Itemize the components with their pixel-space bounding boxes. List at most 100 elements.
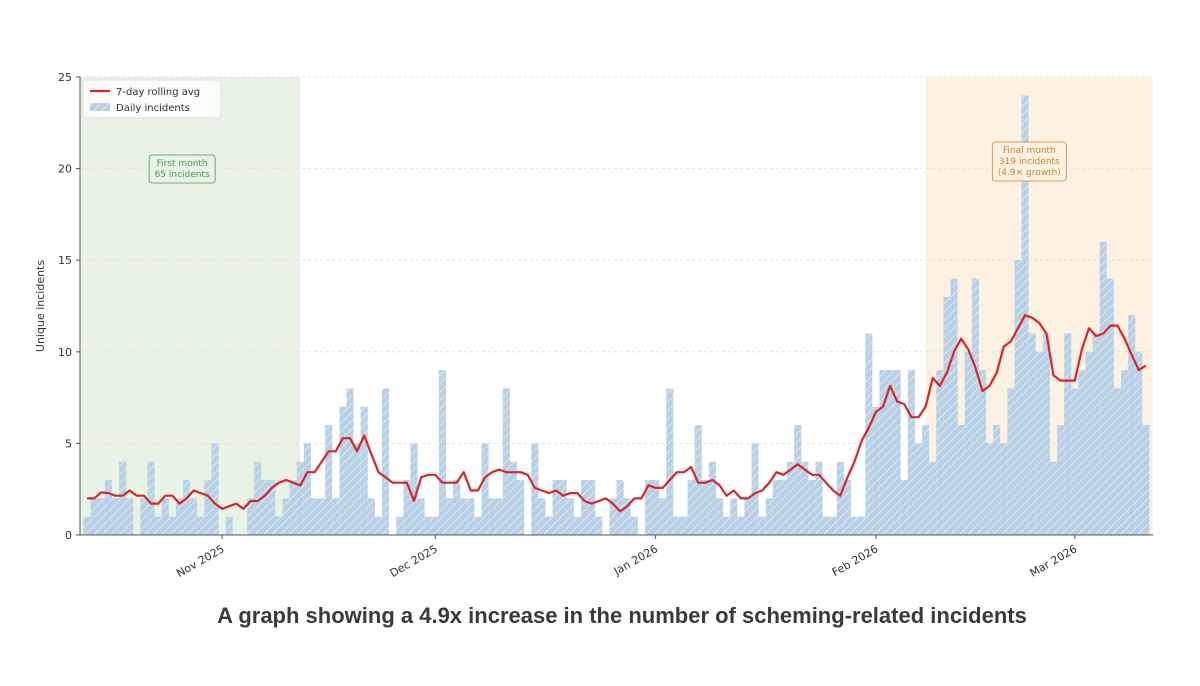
legend-box <box>82 79 222 119</box>
x-tick-label: Feb 2026 <box>830 542 881 579</box>
daily-incident-bar <box>609 498 617 535</box>
daily-incident-bar <box>467 498 475 535</box>
daily-incident-bar <box>630 516 638 535</box>
incident-chart: 0 5 10 15 20 25 Unique incidents Nov 2025 Dec 20… <box>34 71 1153 580</box>
daily-incident-bar <box>858 516 866 535</box>
daily-incident-bar <box>723 516 731 535</box>
x-tick-label: Mar 2026 <box>1028 542 1080 579</box>
daily-incident-bar <box>545 516 553 535</box>
daily-incident-bar <box>971 278 979 535</box>
daily-incident-bar <box>1078 370 1086 535</box>
y-tick-label: 10 <box>58 346 72 359</box>
daily-incident-bar <box>1028 333 1036 535</box>
daily-incident-bar <box>502 388 510 535</box>
daily-incident-bar <box>886 370 894 535</box>
daily-incident-bar <box>1035 351 1043 535</box>
daily-incident-bar <box>900 480 908 535</box>
daily-incident-bar <box>879 370 887 535</box>
daily-incident-bar <box>865 333 873 535</box>
daily-incident-bar <box>318 498 326 535</box>
daily-incident-bar <box>183 480 191 535</box>
x-tick-label: Dec 2025 <box>388 542 440 580</box>
daily-incident-bar <box>147 461 155 535</box>
daily-incident-bar <box>929 461 937 535</box>
daily-incident-bar <box>325 425 333 535</box>
daily-incident-bar <box>1135 351 1143 535</box>
annotation-box <box>991 141 1067 182</box>
daily-incident-bar <box>808 480 816 535</box>
daily-incident-bar <box>673 516 681 535</box>
daily-incident-bar <box>552 480 560 535</box>
daily-incident-bar <box>580 480 589 535</box>
daily-incident-bar <box>787 461 795 535</box>
daily-incident-bar <box>730 498 738 535</box>
y-tick-label: 15 <box>58 254 72 267</box>
daily-incident-bar <box>254 461 262 535</box>
daily-incident-bar <box>978 370 987 535</box>
daily-incident-bar <box>360 406 368 535</box>
daily-incident-bar <box>1071 388 1079 535</box>
daily-incident-bar <box>275 516 283 535</box>
daily-incident-bar <box>588 480 596 535</box>
daily-incident-bar <box>986 443 994 535</box>
daily-incident-bar <box>204 480 212 535</box>
daily-incident-bar <box>346 388 354 535</box>
daily-incident-bar <box>737 516 745 535</box>
daily-incident-bar <box>538 498 546 535</box>
daily-incident-bar <box>403 480 411 535</box>
daily-incident-bar <box>822 516 830 535</box>
daily-incident-bar <box>474 516 482 535</box>
legend-label: 7-day rolling avg <box>116 87 200 98</box>
daily-incident-bar <box>1064 333 1072 535</box>
daily-incident-bar <box>1113 388 1122 535</box>
daily-incident-bar <box>104 480 112 535</box>
daily-incident-bar <box>481 443 489 535</box>
y-tick-label: 20 <box>58 163 72 176</box>
daily-incident-bar <box>1099 241 1107 535</box>
daily-incident-bar <box>296 461 304 535</box>
daily-incident-bar <box>83 516 91 535</box>
daily-incident-bar <box>616 480 624 535</box>
daily-incident-bar <box>829 516 837 535</box>
daily-incident-bar <box>765 498 773 535</box>
daily-incident-bar <box>374 516 383 535</box>
daily-incident-bar <box>1042 333 1050 535</box>
x-tick-label: Jan 2026 <box>611 542 660 578</box>
daily-incident-bar <box>566 498 574 535</box>
daily-incident-bar <box>659 498 667 535</box>
daily-incident-bar <box>893 370 901 535</box>
daily-incident-bar <box>438 370 446 535</box>
daily-incident-bar <box>701 480 709 535</box>
daily-incident-bar <box>1057 425 1065 535</box>
daily-incident-bar <box>993 425 1001 535</box>
daily-incident-bar <box>1085 351 1093 535</box>
daily-incident-bar <box>1142 425 1150 535</box>
daily-incident-bar <box>680 516 688 535</box>
daily-incident-bar <box>424 516 432 535</box>
daily-incident-bar <box>197 516 205 535</box>
chart-caption: A graph showing a 4.9x increase in the n… <box>217 603 1027 628</box>
daily-incident-bar <box>922 425 930 535</box>
y-axis-label: Unique incidents <box>34 260 47 352</box>
y-tick-label: 5 <box>65 437 72 450</box>
daily-incident-bar <box>666 388 674 535</box>
daily-incident-bar <box>495 498 503 535</box>
daily-incident-bar <box>801 461 809 535</box>
daily-incident-bar <box>303 443 311 535</box>
daily-incident-bar <box>161 498 169 535</box>
daily-incident-bar <box>190 498 198 535</box>
daily-incident-bar <box>431 516 439 535</box>
y-tick-label: 25 <box>58 71 72 84</box>
daily-incident-bar <box>950 278 958 535</box>
daily-incident-bar <box>453 480 461 535</box>
daily-incident-bar <box>140 498 148 535</box>
annotation-text: First month <box>157 159 208 169</box>
daily-incident-bar <box>744 498 752 535</box>
daily-incident-bar <box>559 480 567 535</box>
daily-incident-bar <box>488 498 496 535</box>
daily-incident-bar <box>914 443 923 535</box>
daily-incident-bar <box>687 480 695 535</box>
daily-incident-bar <box>119 461 127 535</box>
daily-incident-bar <box>211 443 219 535</box>
daily-incident-bar <box>1000 443 1008 535</box>
